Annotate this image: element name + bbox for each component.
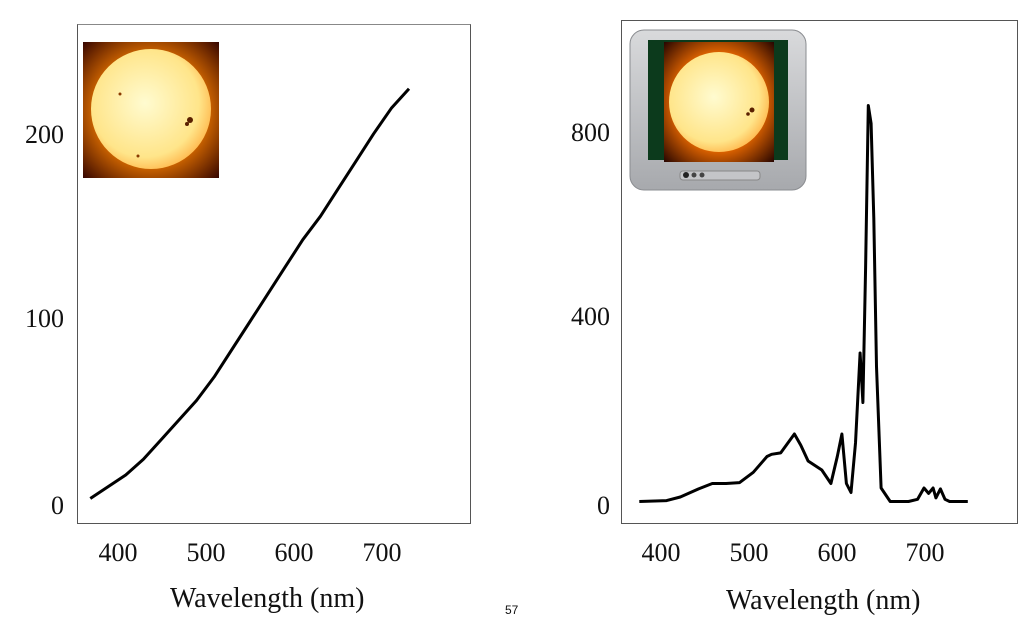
left-xtick-label: 700 xyxy=(362,538,402,567)
left-xtick-label: 500 xyxy=(186,538,226,567)
left-plot-area xyxy=(77,24,471,524)
left-xtick-label: 600 xyxy=(274,538,314,567)
right-xtick-label: 400 xyxy=(641,538,681,567)
right-ytick-label: 0 xyxy=(597,491,610,520)
left-xtick-label: 400 xyxy=(98,538,138,567)
spectrum-line xyxy=(639,104,968,503)
left-ytick-label: 200 xyxy=(25,120,64,149)
spectrum-line xyxy=(89,87,411,500)
tv-sun-icon xyxy=(629,29,807,191)
right-xtick-label: 500 xyxy=(729,538,769,567)
right-ytick-label: 400 xyxy=(571,302,610,331)
right-xtick-label: 700 xyxy=(905,538,945,567)
left-ytick-label: 0 xyxy=(51,491,64,520)
sun-icon xyxy=(83,42,219,178)
right-x-axis-label: Wavelength (nm) xyxy=(726,585,921,616)
left-x-axis-label: Wavelength (nm) xyxy=(170,583,365,614)
right-xtick-label: 600 xyxy=(817,538,857,567)
right-plot-area xyxy=(621,20,1018,524)
page-number: 57 xyxy=(505,603,519,617)
right-ytick-label: 800 xyxy=(571,118,610,147)
left-ytick-label: 100 xyxy=(25,304,64,333)
